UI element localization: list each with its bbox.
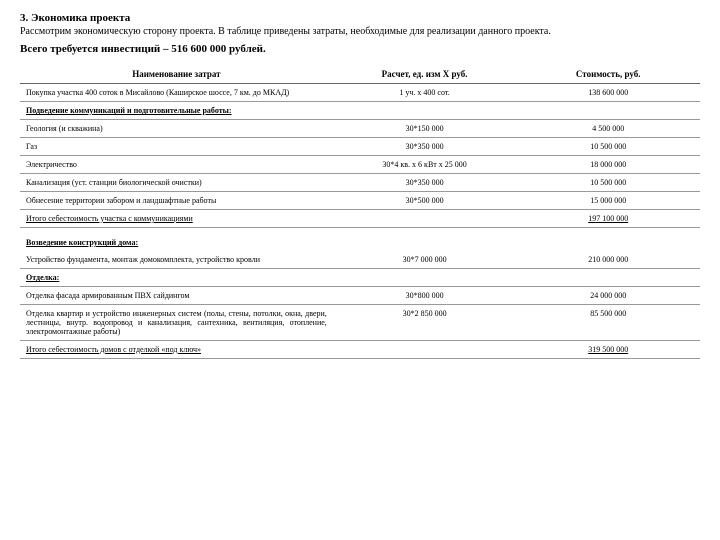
cell-cost: 10 500 000 xyxy=(516,138,700,156)
subheader-finish: Отделка: xyxy=(20,269,333,287)
cell-name: Газ xyxy=(20,138,333,156)
table-row: Электричество 30*4 кв. х 6 кВт х 25 000 … xyxy=(20,156,700,174)
cell-empty xyxy=(516,269,700,287)
cell-empty xyxy=(333,341,517,359)
subtotal-row: Итого себестоимость участка с коммуникац… xyxy=(20,210,700,228)
cell-calc: 30*500 000 xyxy=(333,192,517,210)
cell-name: Устройство фундамента, монтаж домокомпле… xyxy=(20,251,333,269)
table-row: Отделка фасада армированным ПВХ сайдинго… xyxy=(20,287,700,305)
cell-cost: 85 500 000 xyxy=(516,305,700,341)
cell-calc: 30*150 000 xyxy=(333,120,517,138)
cell-cost: 4 500 000 xyxy=(516,120,700,138)
cell-name: Геология (и скважина) xyxy=(20,120,333,138)
subtotal-value: 197 100 000 xyxy=(516,210,700,228)
subtotal-label: Итого себестоимость домов с отделкой «по… xyxy=(20,341,333,359)
cell-empty xyxy=(516,234,700,251)
subheader-house: Возведение конструкций дома: xyxy=(20,234,333,251)
cell-calc: 30*4 кв. х 6 кВт х 25 000 xyxy=(333,156,517,174)
cell-empty xyxy=(516,102,700,120)
cell-calc: 30*7 000 000 xyxy=(333,251,517,269)
section-title: 3. Экономика проекта xyxy=(20,12,700,24)
cell-calc: 1 уч. х 400 сот. xyxy=(333,84,517,102)
cell-cost: 18 000 000 xyxy=(516,156,700,174)
cell-name: Покупка участка 400 соток в Мисайлово (К… xyxy=(20,84,333,102)
cell-cost: 15 000 000 xyxy=(516,192,700,210)
cell-cost: 24 000 000 xyxy=(516,287,700,305)
table-subheader-row: Подведение коммуникаций и подготовительн… xyxy=(20,102,700,120)
subtotal-label: Итого себестоимость участка с коммуникац… xyxy=(20,210,333,228)
cell-name: Электричество xyxy=(20,156,333,174)
cell-calc: 30*350 000 xyxy=(333,174,517,192)
cell-empty xyxy=(333,210,517,228)
cell-cost: 210 000 000 xyxy=(516,251,700,269)
cell-calc: 30*2 850 000 xyxy=(333,305,517,341)
table-row: Обнесение территории забором и ландшафтн… xyxy=(20,192,700,210)
cell-cost: 10 500 000 xyxy=(516,174,700,192)
table-row: Газ 30*350 000 10 500 000 xyxy=(20,138,700,156)
cell-calc: 30*800 000 xyxy=(333,287,517,305)
cell-empty xyxy=(333,269,517,287)
cell-calc: 30*350 000 xyxy=(333,138,517,156)
table-row: Устройство фундамента, монтаж домокомпле… xyxy=(20,251,700,269)
table-row: Отделка квартир и устройство инженерных … xyxy=(20,305,700,341)
table-header-row: Наименование затрат Расчет, ед. изм Х ру… xyxy=(20,65,700,84)
table-row: Канализация (уст. станции биологической … xyxy=(20,174,700,192)
cell-name: Отделка фасада армированным ПВХ сайдинго… xyxy=(20,287,333,305)
cell-empty xyxy=(333,234,517,251)
subtotal-value: 319 500 000 xyxy=(516,341,700,359)
cost-table: Наименование затрат Расчет, ед. изм Х ру… xyxy=(20,65,700,359)
intro-text: Рассмотрим экономическую сторону проекта… xyxy=(20,26,700,37)
cell-cost: 138 600 000 xyxy=(516,84,700,102)
header-calc: Расчет, ед. изм Х руб. xyxy=(333,65,517,84)
cell-name: Отделка квартир и устройство инженерных … xyxy=(20,305,333,341)
header-name: Наименование затрат xyxy=(20,65,333,84)
cell-name: Обнесение территории забором и ландшафтн… xyxy=(20,192,333,210)
subtotal-row: Итого себестоимость домов с отделкой «по… xyxy=(20,341,700,359)
header-cost: Стоимость, руб. xyxy=(516,65,700,84)
table-row: Геология (и скважина) 30*150 000 4 500 0… xyxy=(20,120,700,138)
cell-empty xyxy=(333,102,517,120)
subheader-communications: Подведение коммуникаций и подготовительн… xyxy=(20,102,333,120)
cell-name: Канализация (уст. станции биологической … xyxy=(20,174,333,192)
table-subheader-row: Отделка: xyxy=(20,269,700,287)
total-investment: Всего требуется инвестиций – 516 600 000… xyxy=(20,43,700,55)
table-subheader-row: Возведение конструкций дома: xyxy=(20,234,700,251)
table-row: Покупка участка 400 соток в Мисайлово (К… xyxy=(20,84,700,102)
